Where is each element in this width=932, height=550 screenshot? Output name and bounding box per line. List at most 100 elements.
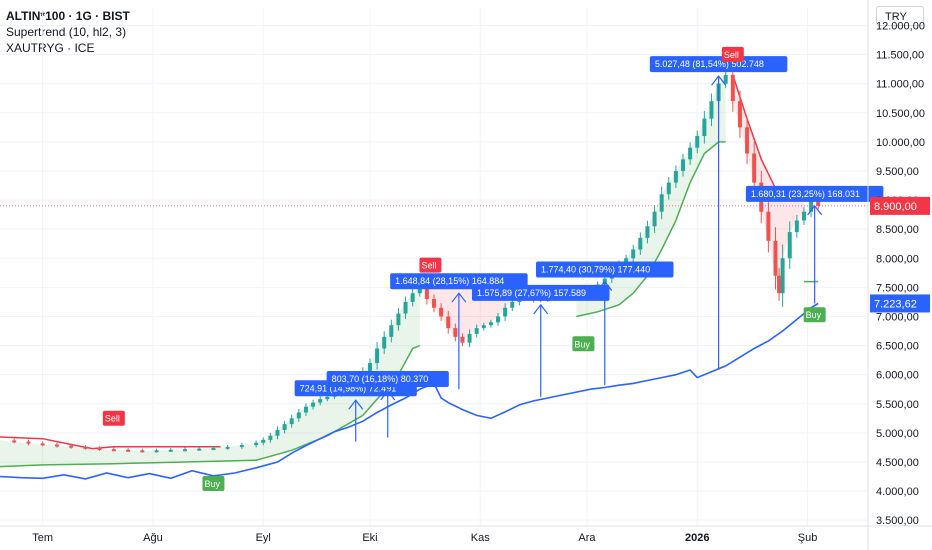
supertrend-line <box>576 141 726 318</box>
candle-body <box>154 450 159 453</box>
candle-body <box>659 194 664 212</box>
candle-body <box>453 328 458 337</box>
y-axis-tick: 11.000,00 <box>876 79 924 91</box>
candle-body <box>777 275 782 294</box>
measure-label: 803,70 (16,18%) 80.370 <box>332 374 429 384</box>
candle-body <box>254 442 259 446</box>
buy-signal-label: Buy <box>204 479 220 489</box>
candle-body <box>83 446 88 449</box>
buy-signal <box>202 475 225 491</box>
candle-body <box>645 226 650 238</box>
supertrend-line <box>0 436 221 450</box>
candle-body <box>289 418 294 425</box>
measure-arrow <box>348 399 364 410</box>
measure-label: 1.680,31 (23,25%) 168.031 <box>751 189 860 199</box>
candle-body <box>168 449 173 452</box>
buy-signal <box>572 336 595 352</box>
symbol-title[interactable]: ALTIN*100 · 1G · BIST <box>6 9 130 23</box>
candle-body <box>488 322 493 326</box>
measure-arrow <box>451 292 467 303</box>
candle-body <box>182 449 187 452</box>
supertrend-fill-down <box>426 287 577 343</box>
candle-body <box>460 336 465 343</box>
candle-body <box>54 444 59 447</box>
y-axis-tick: 7.000,00 <box>876 311 919 323</box>
y-axis-tick: 8.500,00 <box>876 224 919 236</box>
candle-body <box>275 429 280 436</box>
compare-line-xautryg <box>0 302 819 480</box>
candle-body <box>211 448 216 451</box>
candle-body <box>681 159 686 171</box>
y-axis-tick: 7.500,00 <box>876 282 919 294</box>
candle-body <box>496 316 501 323</box>
candle-body <box>481 325 486 329</box>
measure-arrow <box>807 204 823 216</box>
candle-body <box>766 211 771 241</box>
candle-body <box>325 396 330 400</box>
sell-signal-label: Sell <box>421 261 436 271</box>
candle-body <box>424 287 429 300</box>
supertrend-fill-up <box>0 287 420 467</box>
candle-body <box>510 301 515 308</box>
candle-body <box>503 307 508 317</box>
compare-price-tag <box>870 294 930 313</box>
y-axis-tick: 5.500,00 <box>876 399 919 411</box>
sell-signal <box>102 410 125 426</box>
y-axis-tick: 4.000,00 <box>876 486 919 498</box>
candle-body <box>410 293 415 302</box>
y-axis-tick: 12.000,00 <box>876 20 925 32</box>
measure-label-box <box>536 261 674 278</box>
measure-label-box <box>326 370 449 387</box>
y-axis-tick: 10.500,00 <box>876 108 925 120</box>
measure-label: 1.648,84 (28,15%) 164.884 <box>395 276 504 286</box>
candle-body <box>688 147 693 160</box>
candle-body <box>631 249 636 259</box>
candle-body <box>282 424 287 430</box>
candle-body <box>367 363 372 372</box>
chart-legend: ALTIN*100 · 1G · BIST Supertrend (10, hl… <box>6 8 130 56</box>
candle-body <box>239 445 244 448</box>
candle-body <box>389 325 394 337</box>
candle-body <box>40 443 45 446</box>
candle-body <box>794 220 799 233</box>
x-axis-tick: Kas <box>471 532 490 544</box>
y-axis-tick: 6.500,00 <box>876 341 919 353</box>
x-axis-tick: Şub <box>798 532 818 544</box>
candle-body <box>97 448 102 451</box>
currency-button[interactable]: TRY <box>876 6 924 26</box>
candle-body <box>787 232 792 259</box>
candle-body <box>723 74 728 84</box>
candle-body <box>695 136 700 148</box>
buy-signal <box>803 307 826 323</box>
measure-arrow <box>711 75 727 86</box>
measure-label: 724,91 (14,98%) 72.491 <box>300 383 397 393</box>
measure-label-box <box>471 284 610 301</box>
candle-body <box>439 307 444 317</box>
supertrend-fill-up <box>576 74 726 317</box>
x-axis-tick: Ara <box>578 532 596 544</box>
candle-body <box>652 211 657 227</box>
candle-body <box>801 211 806 221</box>
candle-body <box>225 446 230 449</box>
candle-body <box>417 287 422 294</box>
x-axis-tick: Ağu <box>143 532 163 544</box>
candle-body <box>737 101 742 128</box>
candle-body <box>382 336 387 349</box>
y-axis-tick: 9.500,00 <box>876 166 919 178</box>
buy-signal-label: Buy <box>574 339 590 349</box>
candle-body <box>474 328 479 334</box>
supertrend-line <box>0 344 421 468</box>
measure-arrow <box>533 303 549 315</box>
candle-body <box>126 449 131 452</box>
candle-body <box>375 348 380 364</box>
x-axis-tick: 2026 <box>685 532 709 544</box>
indicator-label[interactable]: Supertrend (10, hl2, 3) <box>6 25 127 39</box>
compare-symbol-label[interactable]: XAUTRYG · ICE <box>6 41 95 55</box>
sell-signal <box>419 257 442 273</box>
y-axis-tick: 8.000,00 <box>876 253 919 265</box>
x-axis-tick: Eki <box>362 532 377 544</box>
candle-body <box>446 316 451 329</box>
buy-signal-label: Buy <box>806 310 822 320</box>
measure-label-box <box>745 185 884 202</box>
